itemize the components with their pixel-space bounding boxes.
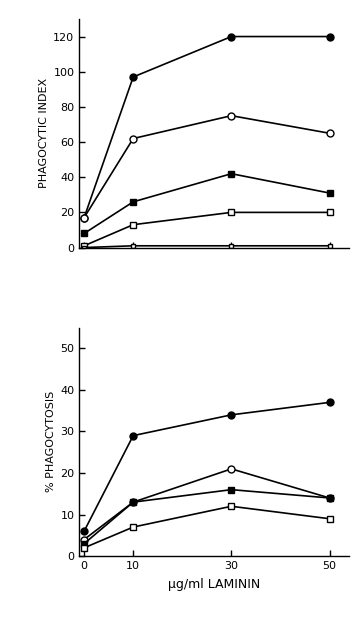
X-axis label: μg/ml LAMININ: μg/ml LAMININ	[168, 578, 260, 591]
Y-axis label: PHAGOCYTIC INDEX: PHAGOCYTIC INDEX	[39, 78, 49, 188]
Y-axis label: % PHAGOCYTOSIS: % PHAGOCYTOSIS	[46, 391, 56, 492]
